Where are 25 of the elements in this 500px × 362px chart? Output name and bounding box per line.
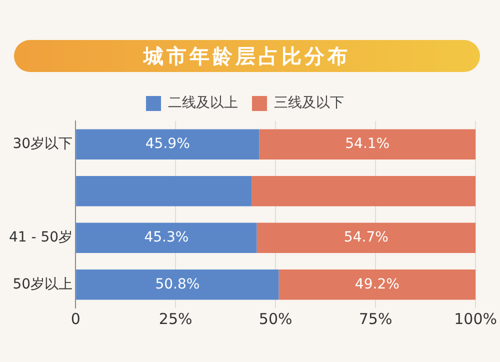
x-tick-label: 25% xyxy=(158,310,192,328)
legend-label: 二线及以上 xyxy=(168,95,238,112)
data-label: 49.2% xyxy=(354,276,400,292)
bar xyxy=(76,222,257,253)
x-tick-label: 100% xyxy=(454,310,498,328)
x-tick-label: 0 xyxy=(70,310,80,328)
bar xyxy=(278,270,476,300)
bar xyxy=(76,176,252,206)
chart-title: 城市年龄层占比分布 xyxy=(14,40,480,72)
y-tick-label: 30岁以下 xyxy=(12,136,73,152)
data-label: 50.8% xyxy=(155,276,200,292)
bar xyxy=(76,129,260,160)
bar xyxy=(259,129,476,160)
bar xyxy=(76,270,279,300)
y-tick-label: 41 - 50岁 xyxy=(8,230,73,246)
x-tick-label: 50% xyxy=(258,310,292,328)
x-tick-label: 75% xyxy=(358,310,392,328)
bar xyxy=(256,222,476,253)
data-label: 54.7% xyxy=(344,230,388,246)
legend-label: 三线及以下 xyxy=(274,95,344,112)
data-label: 45.9% xyxy=(145,136,190,152)
data-label: 45.3% xyxy=(144,230,189,246)
bar xyxy=(252,176,476,206)
y-tick-label: 50岁以上 xyxy=(12,276,73,292)
data-label: 54.1% xyxy=(345,136,390,152)
